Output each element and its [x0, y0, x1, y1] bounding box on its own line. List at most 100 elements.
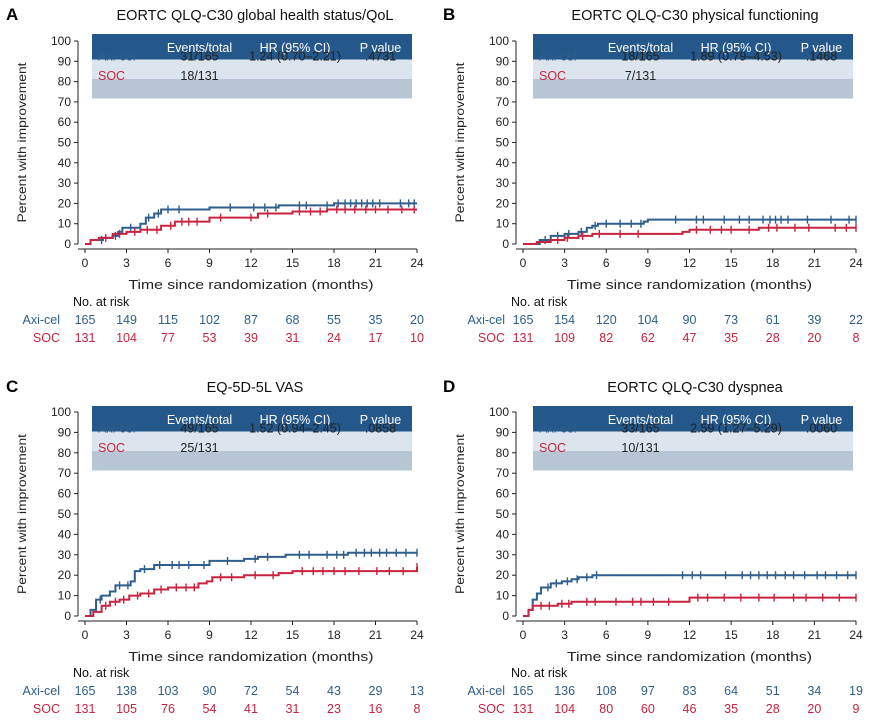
- table-header-cell: P value: [360, 413, 402, 427]
- x-tick-label: 24: [410, 256, 424, 270]
- table-events-cell: 31/165: [180, 50, 218, 64]
- panel-letter: C: [6, 377, 18, 396]
- risk-value-axicel: 90: [203, 684, 217, 698]
- risk-value-axicel: 154: [554, 313, 575, 327]
- panel-a: A EORTC QLQ-C30 global health status/QoL 0…: [6, 5, 424, 345]
- x-axis-label: Time since randomization (months): [567, 650, 812, 664]
- table-events-cell: 10/131: [621, 441, 659, 455]
- table-row-label: Axi-cel: [539, 422, 577, 436]
- x-tick-label: 9: [645, 628, 652, 642]
- y-tick-label: 80: [496, 446, 510, 460]
- risk-value-soc: 8: [414, 702, 421, 716]
- y-tick-label: 60: [496, 115, 510, 129]
- panel-letter: B: [443, 5, 455, 24]
- table-header-cell: P value: [801, 413, 843, 427]
- risk-value-axicel: 29: [369, 684, 383, 698]
- table-p-cell: .0060: [806, 422, 837, 436]
- risk-table: No. at risk Axi-cel SOC 165 131 149 104 115 77 10…: [22, 295, 424, 345]
- risk-header: No. at risk: [73, 666, 130, 680]
- risk-value-axicel: 83: [683, 684, 697, 698]
- y-tick-label: 20: [496, 196, 510, 210]
- x-tick-label: 9: [645, 256, 652, 270]
- table-row-label: Axi-cel: [539, 50, 577, 64]
- risk-value-axicel: 104: [637, 313, 658, 327]
- table-header-cell: Events/total: [167, 41, 232, 55]
- table-header-cell: HR (95% CI): [260, 41, 331, 55]
- y-tick-label: 70: [58, 95, 72, 109]
- table-hr-cell: 1.24 (0.70–2.21): [249, 50, 341, 64]
- risk-value-soc: 16: [369, 702, 383, 716]
- risk-value-axicel: 43: [327, 684, 341, 698]
- y-tick-label: 50: [496, 507, 510, 521]
- risk-value-axicel: 136: [554, 684, 575, 698]
- panel-d: D EORTC QLQ-C30 dyspnea010203040506070809…: [443, 377, 863, 716]
- risk-value-soc: 109: [554, 331, 575, 345]
- risk-value-soc: 24: [327, 331, 341, 345]
- x-tick-label: 24: [410, 628, 424, 642]
- risk-value-axicel: 115: [158, 313, 178, 327]
- y-tick-label: 80: [496, 75, 510, 89]
- x-tick-label: 12: [683, 628, 697, 642]
- y-tick-label: 50: [58, 507, 72, 521]
- x-axis-label: Time since randomization (months): [129, 278, 374, 292]
- x-tick-label: 6: [603, 628, 610, 642]
- x-tick-label: 12: [244, 628, 258, 642]
- risk-value-soc: 62: [641, 331, 655, 345]
- risk-value-soc: 82: [599, 331, 613, 345]
- risk-value-axicel: 13: [410, 684, 424, 698]
- x-tick-label: 6: [165, 628, 172, 642]
- y-tick-label: 100: [489, 34, 509, 48]
- y-tick-label: 30: [496, 548, 510, 562]
- risk-value-axicel: 55: [327, 313, 341, 327]
- panel-title: EORTC QLQ-C30 dyspnea: [607, 380, 783, 396]
- x-tick-label: 3: [123, 628, 130, 642]
- x-tick-label: 9: [206, 256, 213, 270]
- y-tick-label: 90: [496, 425, 510, 439]
- risk-value-soc: 28: [766, 702, 780, 716]
- risk-value-axicel: 102: [199, 313, 220, 327]
- x-tick-label: 15: [724, 256, 738, 270]
- y-tick-label: 40: [58, 156, 72, 170]
- y-axis-label: Percent with improvement: [453, 62, 467, 223]
- table-row-bg: [533, 79, 853, 99]
- y-tick-label: 60: [496, 487, 510, 501]
- panel-letter: A: [6, 5, 18, 24]
- risk-value-soc: 17: [369, 331, 383, 345]
- risk-value-axicel: 165: [513, 313, 534, 327]
- risk-value-axicel: 72: [244, 684, 258, 698]
- table-header-cell: P value: [360, 41, 402, 55]
- x-tick-label: 15: [286, 628, 300, 642]
- risk-label-axicel: Axi-cel: [22, 313, 60, 327]
- summary-table: Events/total HR (95% CI) P value Axi-cel 49/…: [92, 406, 412, 471]
- risk-table: No. at risk Axi-cel SOC 165 131 136 104 108 80 97…: [467, 666, 863, 716]
- table-row-bg: [92, 431, 412, 451]
- table-row-bg: [92, 79, 412, 99]
- table-p-cell: .4731: [365, 50, 396, 64]
- risk-value-axicel: 39: [807, 313, 821, 327]
- x-tick-label: 15: [286, 256, 300, 270]
- y-tick-label: 0: [64, 609, 71, 623]
- y-tick-label: 0: [502, 609, 509, 623]
- x-tick-label: 12: [244, 256, 258, 270]
- risk-label-axicel: Axi-cel: [467, 684, 505, 698]
- x-tick-label: 24: [849, 256, 863, 270]
- series-line-soc: [523, 226, 856, 245]
- y-tick-label: 10: [58, 217, 72, 231]
- risk-value-soc: 31: [286, 331, 300, 345]
- y-axis-label: Percent with improvement: [15, 62, 29, 223]
- x-tick-label: 21: [369, 256, 383, 270]
- risk-value-axicel: 51: [766, 684, 780, 698]
- table-header-cell: HR (95% CI): [701, 413, 772, 427]
- risk-label-soc: SOC: [478, 331, 505, 345]
- table-events-cell: 33/165: [621, 422, 659, 436]
- table-events-cell: 25/131: [180, 441, 218, 455]
- risk-value-soc: 20: [807, 702, 821, 716]
- risk-value-soc: 23: [327, 702, 341, 716]
- risk-value-soc: 54: [203, 702, 217, 716]
- risk-value-soc: 8: [853, 331, 860, 345]
- risk-value-axicel: 90: [683, 313, 697, 327]
- x-tick-label: 18: [327, 256, 341, 270]
- risk-value-soc: 39: [244, 331, 258, 345]
- y-axis-label: Percent with improvement: [453, 433, 467, 594]
- risk-value-soc: 105: [116, 702, 137, 716]
